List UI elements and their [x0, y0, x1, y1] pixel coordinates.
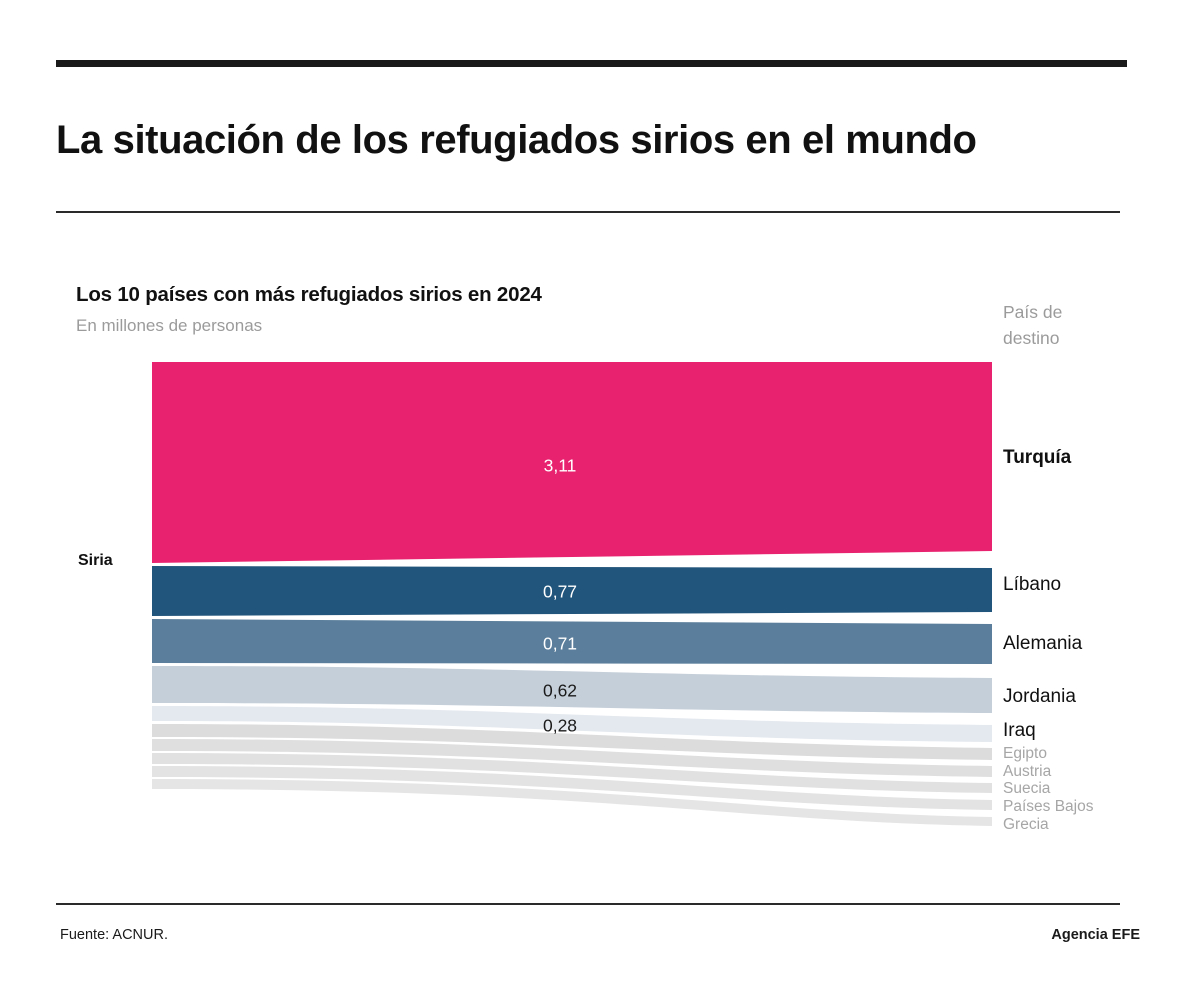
destination-label-jordania: Jordania — [1003, 686, 1076, 707]
top-divider-rule — [56, 60, 1127, 67]
destination-axis-header: País de destino — [1003, 299, 1133, 351]
sankey-link-suecia — [152, 753, 992, 793]
destination-label-paises-bajos: Países Bajos — [1003, 798, 1094, 815]
destination-label-austria: Austria — [1003, 763, 1052, 780]
flow-value-jordania: 0,62 — [542, 680, 578, 701]
footer-divider-rule — [56, 903, 1120, 905]
source-node-label: Siria — [78, 552, 113, 569]
source-note: Fuente: ACNUR. — [60, 927, 168, 943]
chart-subtitle: En millones de personas — [76, 316, 263, 335]
destination-axis-header-line1: País de — [1003, 302, 1063, 322]
flow-value-alemania: 0,71 — [542, 633, 578, 654]
flow-value-turquia: 3,11 — [543, 455, 577, 476]
flow-value-libano: 0,77 — [542, 581, 578, 602]
sankey-link-paises-bajos — [152, 766, 992, 810]
title-divider-rule — [56, 211, 1120, 213]
destination-axis-header-line2: destino — [1003, 328, 1060, 348]
destination-label-iraq: Iraq — [1003, 720, 1036, 741]
destination-label-libano: Líbano — [1003, 574, 1062, 595]
flow-value-iraq: 0,28 — [542, 715, 578, 736]
destination-label-turquia: Turquía — [1003, 447, 1072, 468]
chart-title: Los 10 países con más refugiados sirios … — [76, 283, 542, 306]
destination-label-grecia: Grecia — [1003, 816, 1049, 833]
sankey-link-grecia — [152, 779, 992, 826]
destination-label-egipto: Egipto — [1003, 745, 1047, 762]
page-title: La situación de los refugiados sirios en… — [56, 118, 977, 162]
destination-label-suecia: Suecia — [1003, 780, 1051, 797]
destination-label-alemania: Alemania — [1003, 633, 1083, 654]
sankey-link-austria — [152, 739, 992, 777]
agency-credit: Agencia EFE — [1051, 927, 1140, 943]
